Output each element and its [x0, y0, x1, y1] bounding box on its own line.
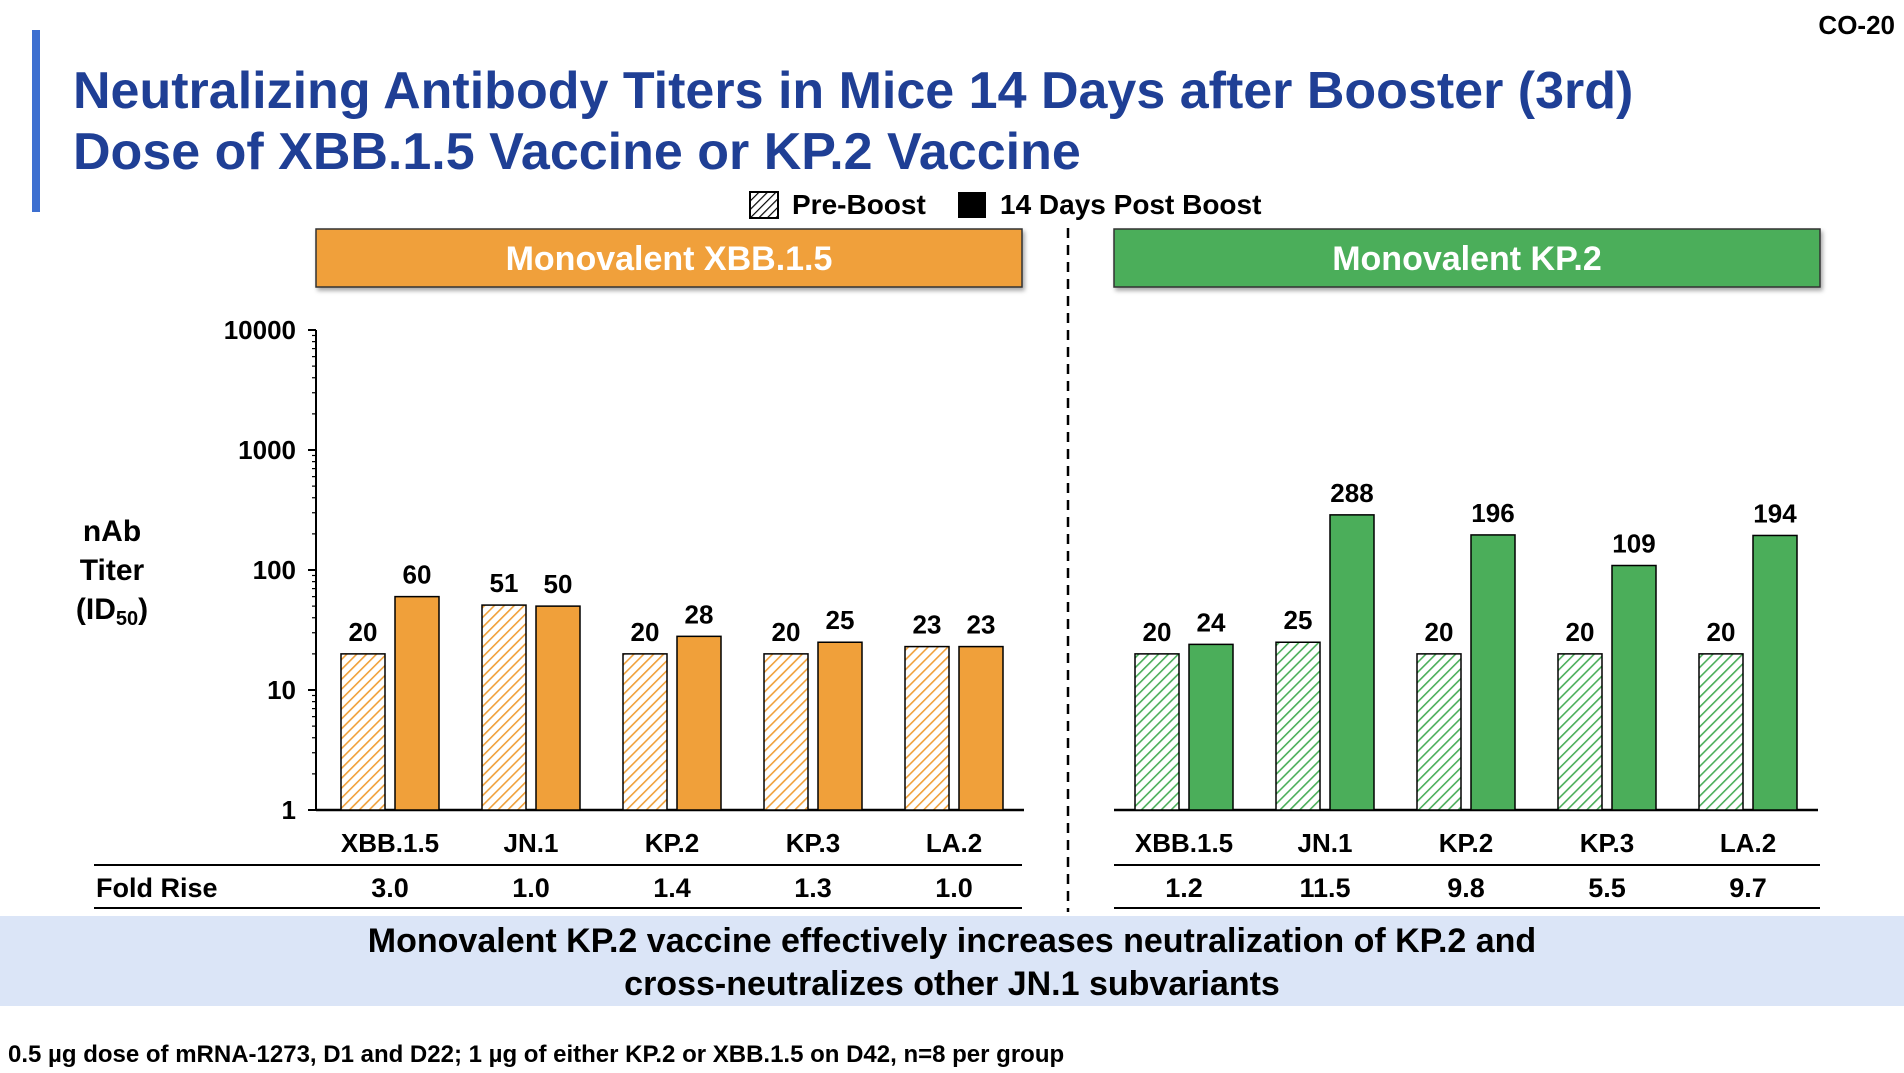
y-axis-tick-label: 100	[253, 555, 296, 585]
fold-rise-value: 1.2	[1165, 873, 1203, 903]
fold-rise-label: Fold Rise	[96, 873, 218, 903]
data-label-post-boost: 50	[544, 569, 573, 599]
x-axis-category-label: KP.3	[786, 828, 840, 858]
fold-rise-value: 1.0	[935, 873, 973, 903]
x-axis-category-label: KP.3	[1580, 828, 1634, 858]
bar-pre-boost	[1416, 653, 1462, 811]
y-axis-tick-label: 10000	[224, 315, 296, 345]
data-label-pre-boost: 25	[1284, 605, 1313, 635]
bar-pre-boost	[1698, 653, 1744, 811]
data-label-post-boost: 24	[1197, 607, 1226, 637]
bar-pre-boost	[1134, 653, 1180, 811]
data-label-pre-boost: 51	[490, 568, 519, 598]
bar-post-boost	[1470, 534, 1516, 811]
y-axis-tick-label: 1	[282, 795, 296, 825]
data-label-post-boost: 196	[1471, 498, 1514, 528]
bar-post-boost	[676, 635, 722, 811]
fold-rise-value: 1.4	[653, 873, 691, 903]
panel-title-xbb: Monovalent XBB.1.5	[506, 240, 833, 278]
bar-pre-boost	[763, 653, 809, 811]
data-label-pre-boost: 20	[1707, 617, 1736, 647]
fold-rise-value: 3.0	[371, 873, 409, 903]
data-label-pre-boost: 20	[1425, 617, 1454, 647]
panel-header-kp2	[1113, 228, 1821, 288]
x-axis-category-label: XBB.1.5	[1135, 828, 1233, 858]
footnote: 0.5 µg dose of mRNA-1273, D1 and D22; 1 …	[8, 1041, 1064, 1068]
x-axis-category-label: KP.2	[1439, 828, 1493, 858]
data-label-pre-boost: 20	[1566, 617, 1595, 647]
conclusion-line-1: Monovalent KP.2 vaccine effectively incr…	[368, 922, 1536, 960]
x-axis-category-label: XBB.1.5	[341, 828, 439, 858]
x-axis-category-label: LA.2	[1720, 828, 1776, 858]
data-label-post-boost: 23	[967, 610, 996, 640]
bar-post-boost	[394, 595, 440, 811]
data-label-post-boost: 194	[1753, 498, 1797, 528]
title-accent-bar	[32, 30, 40, 212]
bar-post-boost	[535, 605, 581, 811]
data-label-pre-boost: 20	[631, 617, 660, 647]
legend-pre-label: Pre-Boost	[792, 189, 926, 220]
panel-header-xbb	[315, 228, 1023, 288]
bar-pre-boost	[1557, 653, 1603, 811]
data-label-post-boost: 28	[685, 599, 714, 629]
fold-rise-value: 1.3	[794, 873, 832, 903]
y-axis-title-line-3: (ID50)	[76, 593, 148, 630]
bar-post-boost	[1329, 514, 1375, 811]
bar-post-boost	[958, 645, 1004, 811]
legend: Pre-Boost 14 Days Post Boost	[749, 189, 1261, 220]
bar-pre-boost	[622, 653, 668, 811]
y-axis-title-prefix: (ID	[76, 593, 116, 626]
bar-post-boost	[1188, 643, 1234, 811]
x-axis-category-label: LA.2	[926, 828, 982, 858]
title-line-1: Neutralizing Antibody Titers in Mice 14 …	[73, 62, 1633, 120]
legend-post-swatch	[958, 192, 986, 218]
bar-pre-boost	[340, 653, 386, 811]
bar-post-boost	[1611, 564, 1657, 811]
y-axis-title-suffix: )	[138, 593, 148, 626]
fold-rise-value: 9.7	[1729, 873, 1767, 903]
y-axis-title-line-2: Titer	[80, 554, 145, 587]
conclusion-banner	[0, 916, 1904, 1006]
data-label-post-boost: 60	[403, 560, 432, 590]
y-axis-tick-label: 10	[267, 675, 296, 705]
bar-post-boost	[817, 641, 863, 811]
slide-number: CO-20	[1818, 10, 1895, 40]
x-axis-category-label: KP.2	[645, 828, 699, 858]
bar-pre-boost	[481, 604, 527, 811]
conclusion-line-2: cross-neutralizes other JN.1 subvariants	[624, 965, 1280, 1003]
data-label-pre-boost: 20	[1143, 617, 1172, 647]
bar-pre-boost	[904, 645, 950, 811]
chart-marks: 1 10 100 1000 10000 20 60 XBB.1.5 3.0 51 50 JN.1 1.0…	[224, 315, 1818, 903]
bar-post-boost	[1752, 534, 1798, 811]
panel-title-kp2: Monovalent KP.2	[1332, 240, 1602, 278]
data-label-pre-boost: 20	[349, 617, 378, 647]
data-label-post-boost: 25	[826, 605, 855, 635]
fold-rise-value: 5.5	[1588, 873, 1626, 903]
legend-post-label: 14 Days Post Boost	[1000, 189, 1261, 220]
y-axis-title-line-1: nAb	[83, 515, 141, 548]
data-label-post-boost: 288	[1330, 478, 1373, 508]
x-axis-category-label: JN.1	[504, 828, 559, 858]
data-label-pre-boost: 20	[772, 617, 801, 647]
fold-rise-value: 11.5	[1299, 873, 1350, 903]
title-line-2: Dose of XBB.1.5 Vaccine or KP.2 Vaccine	[73, 123, 1081, 181]
y-axis-title: nAb Titer (ID50)	[76, 515, 148, 630]
data-label-post-boost: 109	[1612, 529, 1655, 559]
bar-pre-boost	[1275, 641, 1321, 811]
y-axis-tick-label: 1000	[238, 435, 296, 465]
x-axis-category-label: JN.1	[1298, 828, 1353, 858]
fold-rise-value: 1.0	[512, 873, 550, 903]
legend-pre-swatch	[749, 191, 779, 219]
data-label-pre-boost: 23	[913, 610, 942, 640]
y-axis-title-subscript: 50	[116, 608, 138, 630]
fold-rise-value: 9.8	[1447, 873, 1485, 903]
